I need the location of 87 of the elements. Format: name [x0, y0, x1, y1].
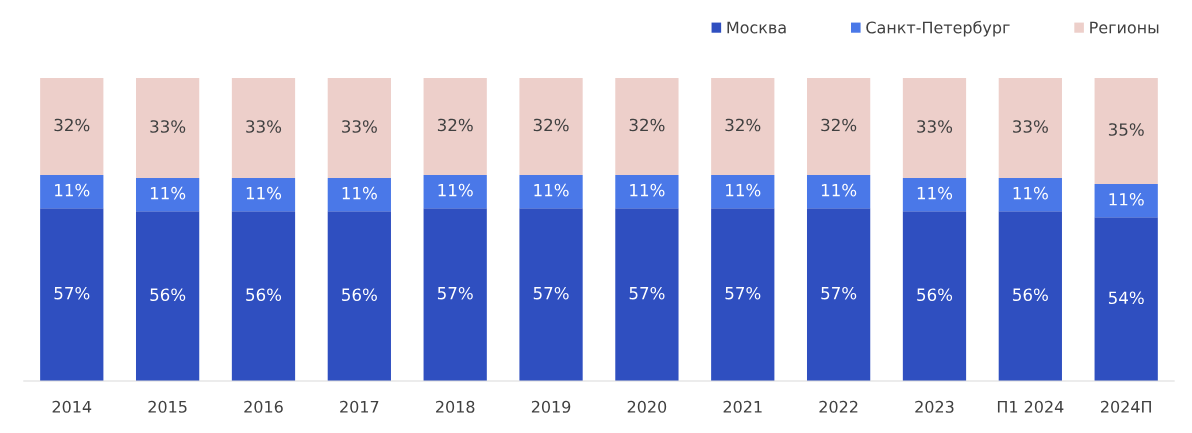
bar — [806, 77, 871, 175]
x-tick-label: 2019 — [531, 400, 571, 413]
bar — [1094, 217, 1158, 382]
data-label: 11% — [726, 183, 761, 197]
data-label: 33% — [342, 120, 377, 133]
x-tick-label: 2023 — [915, 400, 954, 413]
x-tick-label: 2015 — [148, 400, 187, 413]
bar — [423, 208, 487, 382]
data-label: 57% — [629, 286, 665, 300]
data-label: 56% — [342, 288, 377, 302]
bar — [902, 177, 967, 212]
data-label: 33% — [1013, 120, 1048, 133]
bar — [1094, 77, 1158, 185]
bar — [231, 77, 296, 178]
bar — [711, 174, 775, 209]
data-label: 11% — [1109, 192, 1144, 206]
bar — [327, 211, 391, 382]
bar — [519, 174, 583, 209]
data-label: 32% — [821, 118, 857, 132]
bar — [519, 208, 583, 382]
bar — [806, 174, 871, 209]
x-tick-label: 2022 — [819, 400, 858, 413]
data-label: 56% — [917, 288, 953, 302]
bar — [423, 174, 487, 209]
bar — [40, 174, 104, 209]
bar — [135, 77, 200, 178]
data-label: 11% — [246, 186, 282, 200]
legend-label: Санкт-Петербург — [866, 20, 1010, 37]
x-tick-label: 2018 — [436, 400, 475, 413]
x-tick-label: П1 2024 — [997, 400, 1064, 413]
bar — [902, 77, 967, 178]
bar — [711, 208, 775, 382]
data-label: 32% — [629, 118, 665, 132]
data-label: 33% — [150, 120, 186, 133]
bar — [40, 77, 104, 175]
data-label: 11% — [438, 183, 473, 197]
bar — [327, 177, 391, 212]
data-label: 11% — [1013, 186, 1048, 200]
data-label: 11% — [342, 186, 377, 200]
x-tick-label: 2020 — [627, 400, 667, 413]
x-tick-label: 2017 — [340, 400, 379, 413]
bar — [231, 211, 296, 382]
data-label: 32% — [533, 118, 569, 132]
x-tick-label: 2021 — [723, 400, 762, 413]
bar — [615, 208, 679, 382]
data-label: 32% — [725, 118, 761, 132]
bar — [998, 177, 1062, 212]
data-label: 11% — [55, 183, 90, 197]
data-label: 57% — [533, 286, 569, 300]
data-label: 54% — [1108, 291, 1144, 305]
bar — [711, 77, 775, 175]
data-label: 56% — [246, 288, 282, 302]
data-label: 56% — [150, 288, 186, 302]
bar — [327, 77, 391, 178]
x-tick-label: 2014 — [52, 400, 92, 413]
bar — [615, 77, 679, 175]
bar — [135, 177, 200, 212]
bar — [902, 211, 967, 382]
data-label: 57% — [725, 286, 761, 300]
data-label: 11% — [630, 183, 665, 197]
data-label: 33% — [246, 120, 282, 133]
bar — [519, 77, 583, 175]
bar — [40, 208, 104, 382]
data-label: 11% — [534, 183, 569, 197]
data-label: 11% — [821, 183, 857, 197]
data-label: 33% — [917, 120, 953, 133]
x-tick-label: 2016 — [244, 400, 283, 413]
data-label: 32% — [54, 118, 90, 132]
data-label: 11% — [150, 186, 186, 200]
legend-label: Регионы — [1090, 21, 1159, 34]
x-tick-label: 2024П — [1101, 400, 1151, 413]
data-label: 32% — [437, 118, 473, 132]
data-label: 35% — [1108, 123, 1144, 136]
bar — [998, 211, 1062, 382]
data-label: 11% — [917, 186, 953, 200]
data-label: 57% — [821, 286, 857, 300]
bar — [998, 77, 1062, 178]
bar — [806, 208, 871, 382]
bar — [135, 211, 200, 382]
legend-label: Москва — [727, 21, 786, 34]
bar — [1094, 184, 1158, 218]
bar — [615, 174, 679, 209]
bar — [231, 177, 296, 212]
data-label: 57% — [54, 286, 90, 300]
data-label: 56% — [1013, 288, 1048, 302]
bar — [423, 77, 487, 175]
data-label: 57% — [437, 286, 473, 300]
